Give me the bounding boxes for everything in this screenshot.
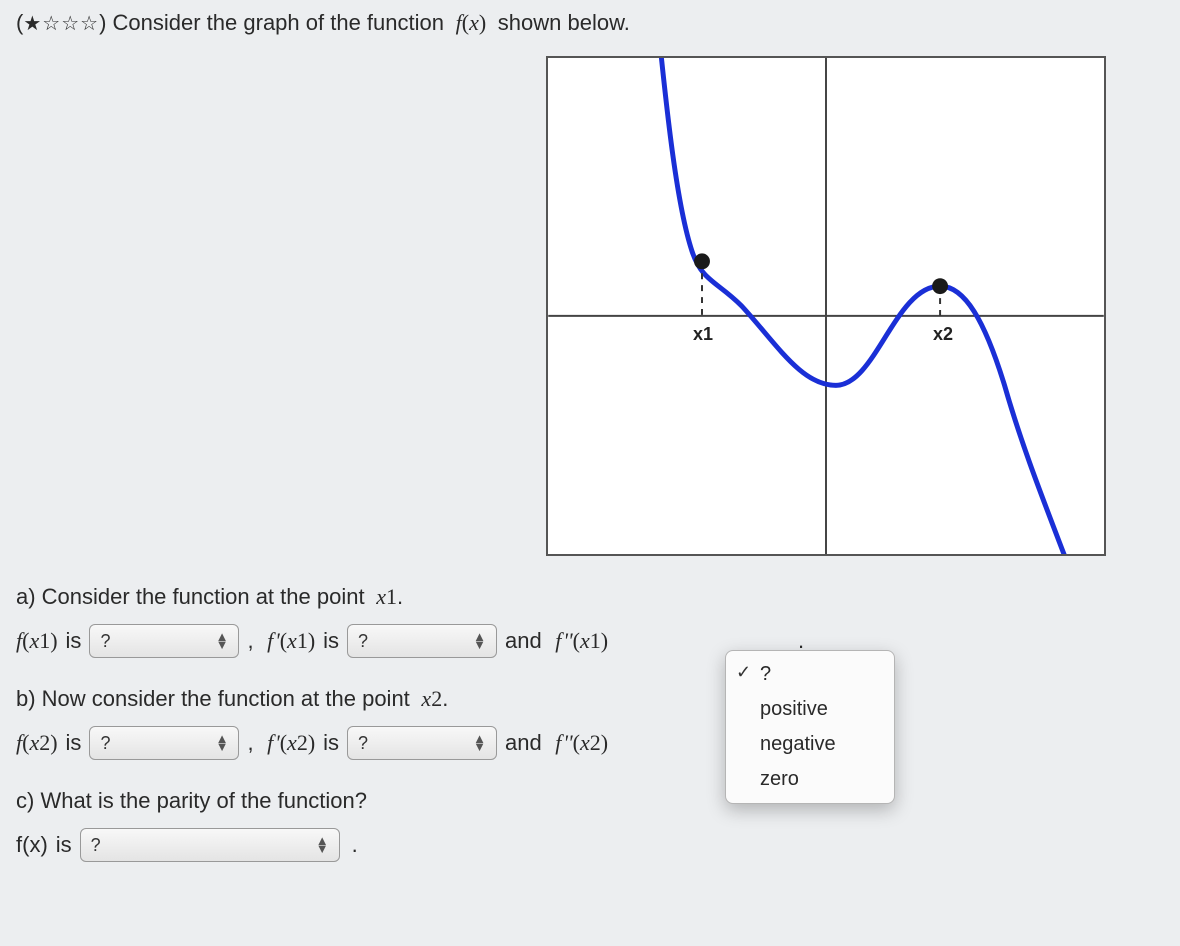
parity-select[interactable]: ? ▲▼ xyxy=(80,828,340,862)
f-x2-select[interactable]: ? ▲▼ xyxy=(89,726,239,760)
caret-icon: ▲▼ xyxy=(316,837,329,853)
select-value: ? xyxy=(358,733,368,754)
caret-icon: ▲▼ xyxy=(473,633,486,649)
star-empty-icon: ☆ xyxy=(80,13,99,35)
open-dropdown[interactable]: ?positivenegativezero xyxy=(725,650,895,804)
part-b-heading: b) Now consider the function at the poin… xyxy=(16,686,1164,712)
star-empty-icon: ☆ xyxy=(42,13,61,35)
question-page: (★☆☆☆) Consider the graph of the functio… xyxy=(0,0,1180,886)
part-b-line: f(x2) is ? ▲▼ , f '(x2) is ? ▲▼ and f ''… xyxy=(16,726,1164,760)
prompt-func: f(x) xyxy=(450,10,492,35)
fp-x1-label: f '(x1) xyxy=(262,628,316,654)
part-c-heading: c) What is the parity of the function? xyxy=(16,788,1164,814)
label-x1: x1 xyxy=(693,324,713,345)
and-word: and xyxy=(505,730,542,756)
fp-x1-select[interactable]: ? ▲▼ xyxy=(347,624,497,658)
part-b-point: x2 xyxy=(416,686,442,711)
is-word: is xyxy=(66,730,82,756)
point-x1 xyxy=(694,253,710,269)
part-a-heading: a) Consider the function at the point x1… xyxy=(16,584,1164,610)
select-value: ? xyxy=(91,835,101,856)
difficulty-stars: ★☆☆☆ xyxy=(23,13,99,35)
graph-svg xyxy=(548,58,1104,554)
function-graph: x1 x2 xyxy=(546,56,1106,556)
curve xyxy=(657,58,1079,554)
is-word: is xyxy=(56,832,72,858)
fp-x2-label: f '(x2) xyxy=(262,730,316,756)
select-value: ? xyxy=(358,631,368,652)
fpp-x2-label: f ''(x2) xyxy=(550,730,608,756)
star-empty-icon: ☆ xyxy=(61,13,80,35)
part-c-line: f(x) is ? ▲▼ . xyxy=(16,828,1164,862)
is-word: is xyxy=(323,730,339,756)
dropdown-option[interactable]: positive xyxy=(726,692,894,727)
fp-x2-select[interactable]: ? ▲▼ xyxy=(347,726,497,760)
prompt-text: Consider the graph of the function xyxy=(113,10,444,35)
is-word: is xyxy=(323,628,339,654)
period: . xyxy=(352,832,358,858)
dropdown-option[interactable]: negative xyxy=(726,727,894,762)
select-value: ? xyxy=(100,631,110,652)
prompt-trailing: shown below. xyxy=(498,10,630,35)
caret-icon: ▲▼ xyxy=(473,735,486,751)
point-x2 xyxy=(932,278,948,294)
fpp-x1-label: f ''(x1) xyxy=(550,628,608,654)
star-filled-icon: ★ xyxy=(23,13,42,35)
and-word: and xyxy=(505,628,542,654)
f-x1-label: f(x1) xyxy=(16,628,58,654)
part-a-point: x1 xyxy=(371,584,397,609)
fx-label: f(x) xyxy=(16,832,48,858)
dropdown-option[interactable]: zero xyxy=(726,762,894,797)
label-x2: x2 xyxy=(933,324,953,345)
caret-icon: ▲▼ xyxy=(216,735,229,751)
dropdown-option[interactable]: ? xyxy=(726,657,894,692)
prompt-line: (★☆☆☆) Consider the graph of the functio… xyxy=(16,10,1164,36)
select-value: ? xyxy=(100,733,110,754)
caret-icon: ▲▼ xyxy=(216,633,229,649)
is-word: is xyxy=(66,628,82,654)
f-x2-label: f(x2) xyxy=(16,730,58,756)
f-x1-select[interactable]: ? ▲▼ xyxy=(89,624,239,658)
part-a-line: f(x1) is ? ▲▼ , f '(x1) is ? ▲▼ and f ''… xyxy=(16,624,1164,658)
